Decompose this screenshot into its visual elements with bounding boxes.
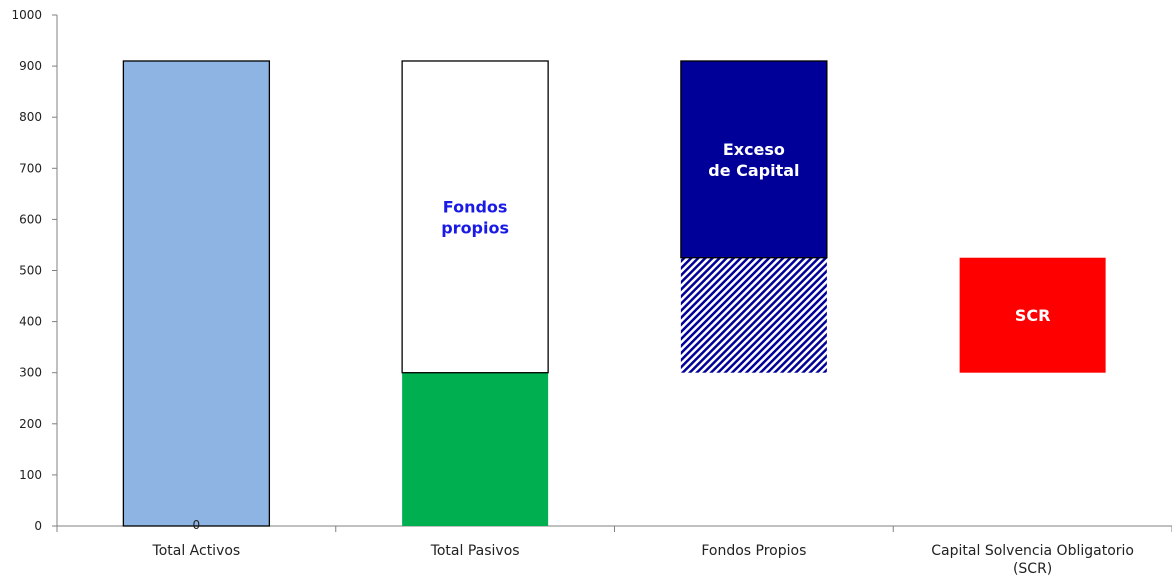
annotations: 0 [193, 518, 201, 532]
y-tick-label: 100 [19, 468, 42, 482]
y-tick-label: 500 [19, 264, 42, 278]
x-category-label: Capital Solvencia Obligatorio [931, 543, 1134, 559]
bars: Fondos propios Exceso de Capital SCR [122, 60, 1106, 527]
y-tick-label: 900 [19, 59, 42, 73]
y-tick-label: 600 [19, 212, 42, 226]
value-annotation: 0 [193, 518, 201, 532]
y-tick-label: 800 [19, 110, 42, 124]
bar-data-label: propios [441, 218, 509, 237]
y-tick-label: 400 [19, 315, 42, 329]
bar-segment-2-4 [680, 60, 828, 259]
y-tick-label: 700 [19, 161, 42, 175]
bar-data-label: SCR [1015, 306, 1051, 325]
x-axis: Total Activos Total Pasivos Fondos Propios… [56, 525, 1172, 577]
bar-data-label: Fondos [443, 197, 508, 216]
x-category-label: (SCR) [1013, 561, 1052, 577]
y-axis: 0 100 200 300 400 500 600 700 800 900 1000 [11, 8, 58, 533]
bar-segment-1-1 [402, 372, 549, 526]
x-category-label: Fondos Propios [701, 543, 806, 559]
x-category-label: Total Activos [152, 543, 241, 559]
y-tick-label: 0 [34, 519, 42, 533]
bar-segment-3-5 [959, 257, 1106, 373]
y-tick-label: 300 [19, 366, 42, 380]
bar-segment-0-0 [122, 60, 271, 527]
bar-segment-1-2 [401, 60, 549, 374]
y-tick-label: 200 [19, 417, 42, 431]
bar-segment-2-3 [680, 257, 827, 373]
y-tick-label: 1000 [11, 8, 42, 22]
x-category-label: Total Pasivos [430, 543, 520, 559]
bar-data-label: de Capital [708, 161, 799, 180]
bar-data-label: Exceso [723, 140, 785, 159]
